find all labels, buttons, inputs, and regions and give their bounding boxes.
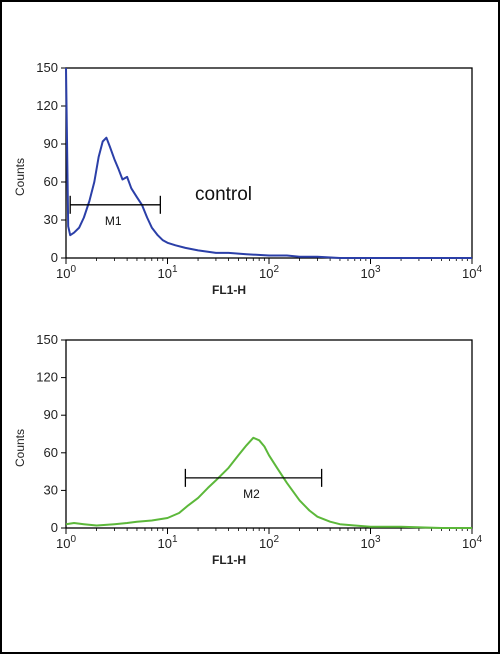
plot-area [65, 67, 473, 259]
x-tick-label: 102 [259, 264, 279, 281]
y-tick-label: 30 [44, 212, 58, 227]
y-axis-title: Counts [13, 158, 27, 196]
x-axis-title: FL1-H [212, 283, 246, 297]
y-tick-label: 0 [51, 520, 58, 535]
marker-label: M2 [243, 487, 260, 501]
y-tick-label: 150 [36, 332, 58, 347]
x-tick-label: 103 [360, 264, 380, 281]
x-tick-label: 100 [56, 534, 76, 551]
marker-gate: M1 [69, 195, 161, 228]
x-tick-label: 101 [157, 264, 177, 281]
histogram-panel-sample: 0 30 60 90 120 150 100 101 102 103 104 FL1-H Counts M… [13, 332, 482, 567]
y-tick-label: 150 [36, 60, 58, 75]
x-tick-label: 104 [462, 534, 482, 551]
plot-area [65, 339, 473, 529]
histogram-series-line [65, 67, 472, 259]
x-tick-label: 100 [56, 264, 76, 281]
y-tick-label: 120 [36, 370, 58, 385]
y-tick-label: 90 [44, 136, 58, 151]
histogram-panel-control: 0 30 60 90 120 150 100 101 102 103 104 FL1-H Counts M… [13, 60, 482, 297]
marker-gate: M2 [184, 468, 323, 501]
y-tick-label: 0 [51, 250, 58, 265]
x-axis-title: FL1-H [212, 553, 246, 567]
marker-label: M1 [105, 214, 122, 228]
x-tick-label: 103 [360, 534, 380, 551]
x-tick-label: 102 [259, 534, 279, 551]
y-tick-label: 60 [44, 174, 58, 189]
y-tick-label: 60 [44, 445, 58, 460]
y-axis-title: Counts [13, 429, 27, 467]
histogram-series-line [65, 436, 472, 529]
x-tick-label: 101 [157, 534, 177, 551]
x-tick-label: 104 [462, 264, 482, 281]
y-tick-label: 30 [44, 482, 58, 497]
annotation-control: control [195, 184, 252, 205]
y-tick-label: 90 [44, 407, 58, 422]
y-tick-label: 120 [36, 98, 58, 113]
